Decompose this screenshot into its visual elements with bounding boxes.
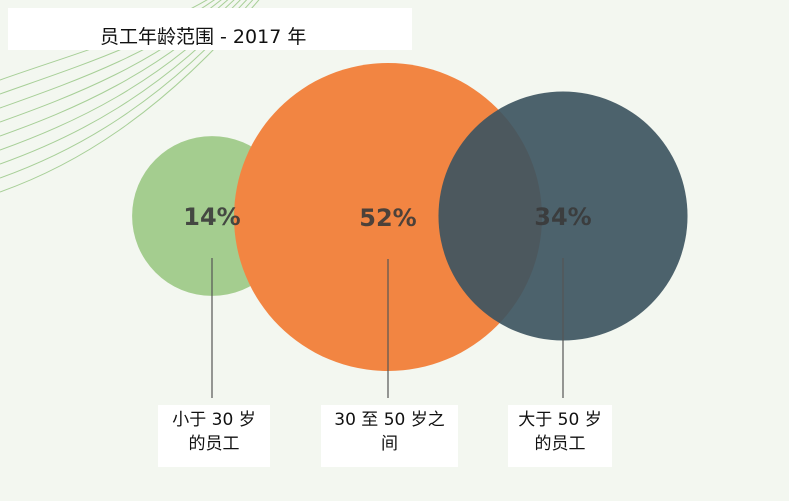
percent-label: 52%: [359, 204, 416, 232]
percent-labels: 14% 52% 34%: [183, 203, 591, 232]
category-label-line: 30 至 50 岁之: [334, 410, 445, 430]
percent-label: 34%: [534, 203, 591, 231]
chart-title: 员工年龄范围 - 2017 年: [100, 26, 307, 48]
category-label-line: 间: [381, 434, 398, 454]
percent-label: 14%: [183, 203, 240, 231]
category-label-line: 的员工: [188, 434, 240, 454]
category-label-line: 大于 50 岁: [518, 410, 602, 430]
title-box: 员工年龄范围 - 2017 年: [8, 8, 412, 50]
category-label: 小于 30 岁的员工: [158, 405, 270, 467]
category-label: 30 至 50 岁之间: [321, 405, 458, 467]
connector-lines: [211, 258, 564, 398]
bubble-series: [132, 63, 688, 371]
category-label-line: 小于 30 岁: [172, 410, 256, 430]
category-label-line: 的员工: [534, 434, 586, 454]
bubble-over-50: [438, 91, 688, 341]
category-label: 大于 50 岁的员工: [508, 405, 612, 467]
